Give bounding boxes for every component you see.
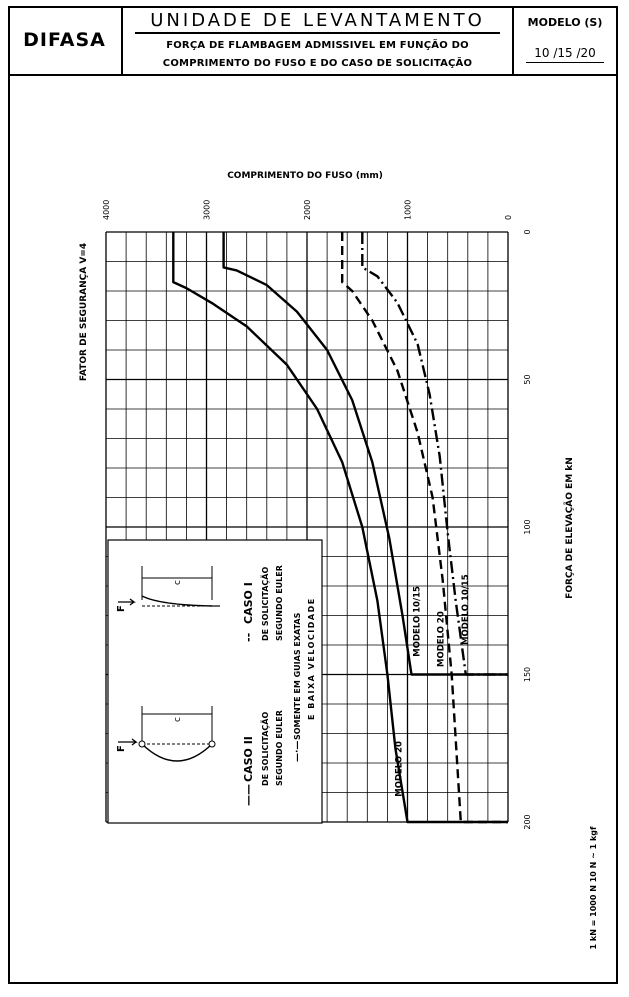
header: DIFASA UNIDADE DE LEVANTAMENTO FORÇA DE … bbox=[8, 6, 618, 76]
page-title: UNIDADE DE LEVANTAMENTO bbox=[135, 10, 500, 34]
case1-force-symbol: F bbox=[116, 605, 127, 612]
case2-force-arrow-icon bbox=[118, 738, 138, 746]
subtitle-line-1: FORÇA DE FLAMBAGEM ADMISSIVEL EM FUNÇÃO … bbox=[166, 40, 469, 51]
note-marker: —·— bbox=[293, 741, 303, 762]
x-axis-title: COMPRIMENTO DO FUSO (mm) bbox=[227, 171, 383, 181]
case2-pin-left-icon bbox=[138, 740, 146, 748]
curve-labels: MODELO 20 MODELO 10/15 MODELO 20 MODELO 10/… bbox=[394, 574, 470, 797]
case2-force-symbol: F bbox=[116, 745, 127, 752]
case2-length-symbol: c bbox=[173, 717, 183, 722]
legend-box bbox=[107, 539, 323, 824]
case1-curve bbox=[141, 595, 213, 607]
case2-line2: SEGUNDO EULER bbox=[275, 710, 284, 786]
model-block: MODELO (S) 10 /15 /20 bbox=[514, 6, 616, 74]
case1-marker: -- bbox=[242, 633, 255, 642]
series-label: MODELO 10/15 bbox=[413, 586, 423, 657]
legend: F c F c -- CASO I DE SOLICITAÇÃO SEGUNDO… bbox=[107, 539, 323, 824]
case2-line1: DE SOLICITAÇÃO bbox=[260, 712, 270, 786]
y-tick-label: 200 bbox=[523, 814, 532, 829]
series-label: MODELO 10/15 bbox=[461, 574, 471, 645]
note-line2: E BAIXA VELOCIDADE bbox=[307, 597, 316, 720]
x-tick-label: 0 bbox=[504, 215, 513, 220]
case1-line1: DE SOLICITAÇÃO bbox=[260, 567, 270, 641]
curves bbox=[172, 232, 508, 824]
x-tick-label: 1000 bbox=[404, 200, 413, 220]
case2-title: CASO II bbox=[242, 736, 255, 782]
case1-line2: SEGUNDO EULER bbox=[275, 565, 284, 641]
case-1-diagram: F c bbox=[116, 566, 220, 612]
units-note: 1 kN = 1000 N 10 N ~ 1 kgf bbox=[589, 826, 598, 949]
case1-length-symbol: c bbox=[173, 580, 183, 585]
case2-curve bbox=[141, 743, 213, 762]
y-axis-title: FORÇA DE ELEVAÇÃO EM kN bbox=[564, 457, 575, 599]
x-tick-label: 2000 bbox=[303, 200, 312, 220]
subtitle-line-2: COMPRIMENTO DO FUSO E DO CASO DE SOLICIT… bbox=[162, 58, 473, 69]
brand-logo: DIFASA bbox=[8, 6, 123, 74]
series-label: MODELO 20 bbox=[437, 611, 447, 667]
page-frame bbox=[8, 6, 618, 984]
y-tick-label: 50 bbox=[523, 374, 532, 384]
x-tick-label: 3000 bbox=[203, 200, 212, 220]
title-block: UNIDADE DE LEVANTAMENTO FORÇA DE FLAMBAG… bbox=[123, 6, 514, 74]
x-tick-label: 4000 bbox=[102, 200, 111, 220]
case2-pin-right-icon bbox=[208, 740, 216, 748]
curve-modelo-10-15-solid bbox=[222, 232, 508, 676]
y-tick-label: 0 bbox=[523, 229, 532, 234]
model-value: 10 /15 /20 bbox=[526, 46, 604, 63]
model-label: MODELO (S) bbox=[527, 16, 603, 29]
series-label: MODELO 20 bbox=[394, 741, 404, 797]
y-tick-label: 150 bbox=[523, 667, 532, 682]
safety-factor-label: FATOR DE SEGURANÇA V=4 bbox=[79, 243, 89, 381]
note-line1: SOMENTE EM GUIAS EXATAS bbox=[293, 612, 302, 740]
case1-title: CASO I bbox=[242, 582, 255, 624]
case1-force-arrow-icon bbox=[118, 598, 136, 606]
y-tick-label: 100 bbox=[523, 519, 532, 534]
case2-marker: —— bbox=[242, 784, 255, 806]
case-2-diagram: F c bbox=[116, 706, 216, 762]
x-tick-labels: 4000 3000 2000 1000 0 bbox=[102, 200, 513, 220]
y-tick-labels: 0 50 100 150 200 bbox=[523, 229, 532, 829]
curve-modelo-20-solid bbox=[172, 232, 508, 824]
curve-modelo-10-15-dashdot bbox=[361, 232, 508, 676]
curve-modelo-20-dashed bbox=[341, 232, 508, 824]
